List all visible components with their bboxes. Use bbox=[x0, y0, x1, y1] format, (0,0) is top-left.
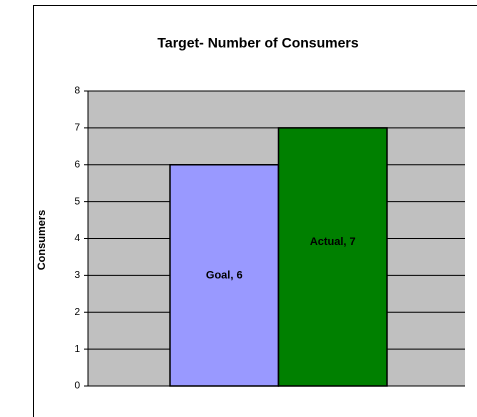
y-tick-label: 8 bbox=[74, 86, 80, 97]
chart-title: Target- Number of Consumers bbox=[157, 35, 358, 51]
bar bbox=[277, 127, 388, 387]
y-tick-label: 4 bbox=[74, 233, 80, 244]
y-tick-label: 5 bbox=[74, 196, 80, 207]
y-tick-label: 6 bbox=[74, 159, 80, 170]
y-tick-label: 2 bbox=[74, 307, 80, 318]
y-tick-label: 0 bbox=[74, 381, 80, 392]
y-tick-label: 1 bbox=[74, 344, 80, 355]
y-axis-label: Consumers bbox=[36, 210, 48, 271]
y-tick-label: 7 bbox=[74, 123, 80, 134]
data-label: Goal, 6 bbox=[206, 269, 243, 281]
y-tick-label: 3 bbox=[74, 270, 80, 281]
bar bbox=[169, 164, 280, 387]
data-label: Actual, 7 bbox=[310, 236, 356, 248]
